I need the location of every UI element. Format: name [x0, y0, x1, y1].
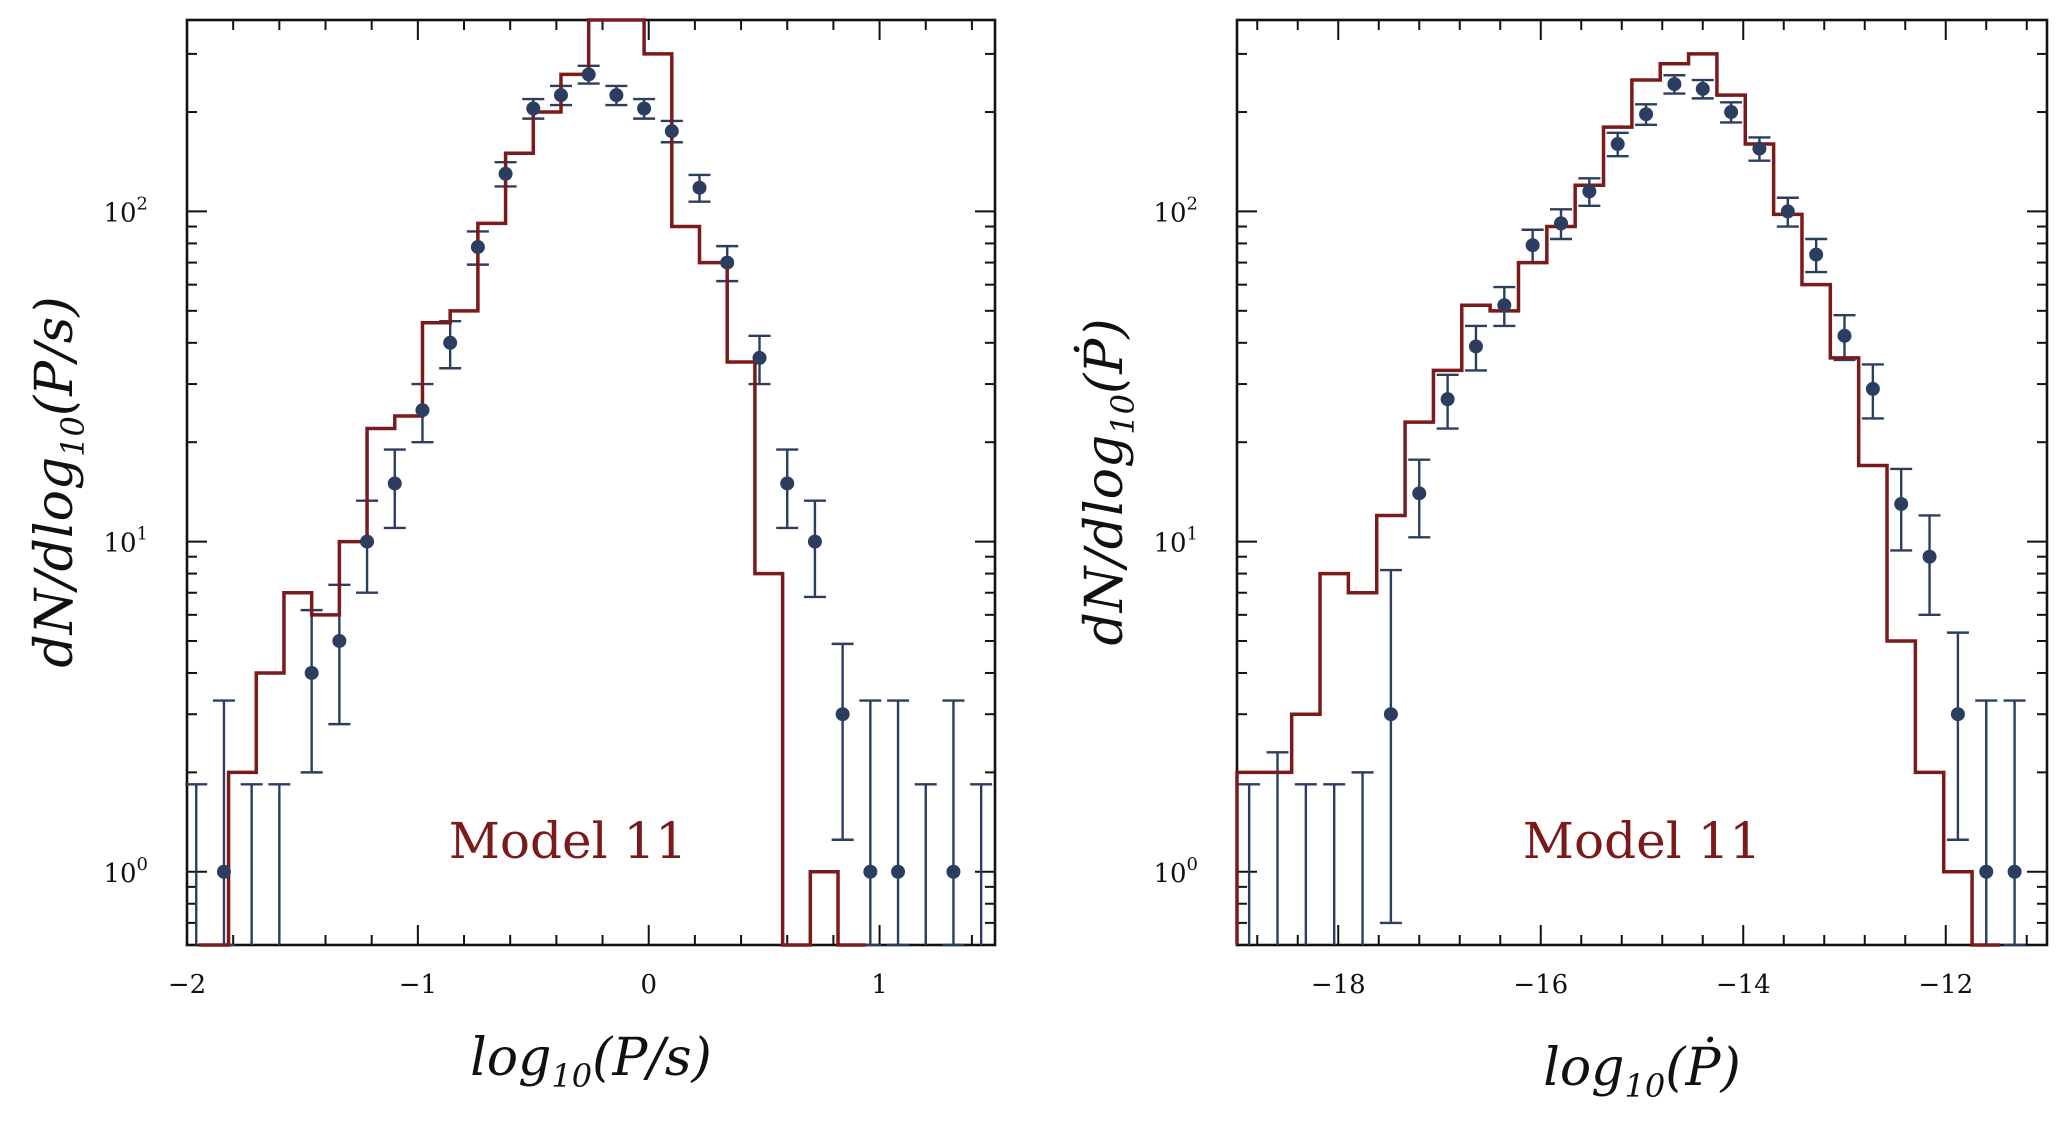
observed-point: [470, 240, 485, 255]
model-histogram-line: [198, 18, 866, 947]
axis-ticks: [186, 20, 995, 946]
observed-point: [1468, 339, 1483, 354]
x-tick-labels: −18 −16 −14 −12: [1311, 970, 1973, 1000]
observed-point: [1809, 247, 1824, 262]
observed-point: [891, 864, 906, 879]
observed-point: [1780, 204, 1795, 219]
period-distribution-panel: −2 −1 0 1 100 101 102 log10(P/s) dN/dlog…: [25, 18, 997, 1095]
observed-point: [637, 101, 652, 116]
x-tick-label: −16: [1513, 970, 1568, 1000]
observed-point: [780, 476, 795, 491]
observed-point: [1610, 137, 1625, 152]
observed-point: [863, 864, 878, 879]
observed-point: [1639, 107, 1654, 122]
model-label: Model 11: [449, 812, 687, 870]
observed-point: [609, 88, 624, 103]
x-axis-title: log10(Ṗ): [1543, 1037, 1741, 1105]
x-tick-labels: −2 −1 0 1: [168, 970, 888, 1000]
y-axis-title: dN/dlog10(Ṗ): [1074, 318, 1142, 645]
observed-point: [692, 180, 707, 195]
x-tick-label: 0: [640, 970, 657, 1000]
observed-point: [946, 864, 961, 879]
observed-point: [1554, 216, 1568, 231]
observed-point: [1752, 141, 1767, 156]
observed-point: [1894, 496, 1909, 511]
plot-frame: [185, 18, 997, 947]
y-tick-label: 102: [103, 193, 148, 228]
observed-point: [1525, 238, 1540, 253]
observed-point: [2007, 864, 2022, 879]
observed-point: [1440, 392, 1455, 407]
observed-point: [1837, 328, 1852, 343]
observed-point: [443, 335, 458, 350]
x-tick-label: −12: [1918, 970, 1973, 1000]
observed-point: [1412, 486, 1427, 501]
observed-point: [1724, 105, 1739, 120]
observed-point: [752, 350, 767, 365]
observed-point: [526, 101, 541, 116]
x-tick-label: −14: [1716, 970, 1771, 1000]
model-histogram-line: [1235, 52, 2001, 947]
observed-point: [553, 88, 568, 103]
y-tick-label: 101: [103, 524, 148, 559]
observed-points: [1383, 77, 2022, 879]
observed-point: [1582, 184, 1597, 199]
observed-point: [216, 864, 231, 879]
x-tick-label: −1: [399, 970, 437, 1000]
observed-point: [1695, 81, 1710, 96]
y-axis-title: dN/dlog10(P/s): [25, 296, 92, 667]
observed-point: [807, 534, 822, 549]
period-derivative-distribution-panel: −18 −16 −14 −12 100 101 102 log10(Ṗ) dN/…: [1074, 18, 2049, 1105]
y-tick-label: 102: [1153, 193, 1198, 228]
observed-point: [835, 707, 850, 722]
observed-point: [1497, 298, 1512, 313]
axis-ticks: [1237, 20, 2047, 946]
observed-point: [581, 67, 596, 82]
plot-frame: [1235, 18, 2049, 947]
observed-point: [1979, 864, 1994, 879]
observed-point: [1865, 381, 1880, 396]
observed-point: [387, 476, 402, 491]
observed-point: [304, 665, 319, 680]
x-tick-label: −18: [1311, 970, 1366, 1000]
y-tick-labels: 100 101 102: [1153, 193, 1198, 888]
observed-point: [1950, 707, 1965, 722]
x-axis-title: log10(P/s): [470, 1028, 712, 1095]
observed-point: [360, 534, 375, 549]
x-tick-label: −2: [168, 970, 206, 1000]
model-label: Model 11: [1523, 812, 1761, 870]
observed-point: [1922, 549, 1937, 564]
y-tick-label: 101: [1153, 524, 1198, 559]
observed-point: [415, 403, 430, 418]
observed-point: [332, 633, 347, 648]
y-tick-label: 100: [103, 854, 148, 889]
observed-point: [1667, 77, 1682, 92]
observed-point: [720, 255, 735, 270]
x-tick-label: 1: [871, 970, 888, 1000]
observed-points: [216, 67, 961, 879]
observed-point: [1383, 707, 1398, 722]
observed-point: [498, 166, 513, 181]
y-tick-labels: 100 101 102: [103, 193, 148, 888]
observed-point: [664, 124, 679, 139]
y-tick-label: 100: [1153, 854, 1198, 889]
